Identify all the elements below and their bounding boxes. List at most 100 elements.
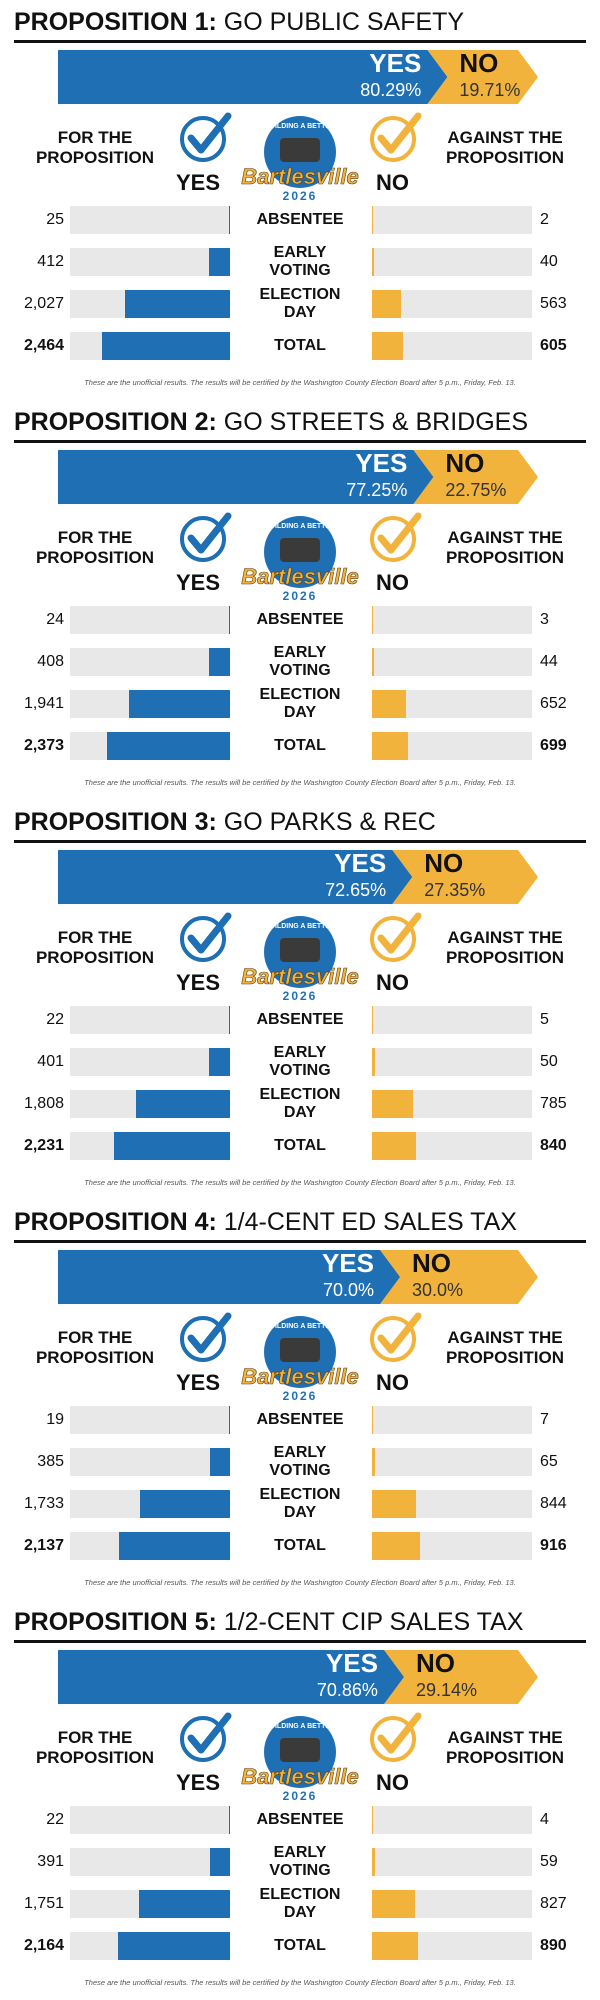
logo-top: BUILDING A BETTER bbox=[265, 523, 335, 530]
check-mark bbox=[187, 1312, 232, 1354]
check-icon bbox=[180, 512, 232, 562]
yes-count: 2,464 bbox=[23, 337, 64, 354]
check-mark bbox=[187, 912, 232, 954]
check-icon bbox=[180, 1712, 232, 1762]
no-share bbox=[427, 50, 538, 104]
no-bar bbox=[372, 1848, 376, 1876]
proposition-name: 1/4-CENT ED SALES TAX bbox=[223, 1208, 517, 1236]
check-circle bbox=[370, 1316, 416, 1362]
yes-count: 2,373 bbox=[23, 737, 64, 754]
no-heading: NO bbox=[376, 1370, 409, 1395]
no-track bbox=[372, 1532, 532, 1560]
no-percent: 22.75% bbox=[445, 480, 506, 500]
check-circle bbox=[370, 1716, 416, 1762]
proposition-panel: PROPOSITION 2: GO STREETS & BRIDGES YES 77… bbox=[0, 400, 600, 800]
no-count: 916 bbox=[540, 1537, 567, 1554]
row-label: TOTAL bbox=[274, 337, 326, 354]
row-label: TOTAL bbox=[274, 1937, 326, 1954]
check-mark bbox=[187, 112, 232, 154]
no-bar bbox=[372, 1132, 416, 1160]
yes-count: 2,027 bbox=[23, 295, 64, 312]
proposition-number: PROPOSITION 5: bbox=[14, 1608, 217, 1636]
yes-share bbox=[58, 1250, 400, 1304]
logo-loader bbox=[280, 538, 320, 562]
no-share bbox=[383, 1650, 538, 1704]
yes-heading: YES bbox=[176, 1370, 221, 1395]
check-mark bbox=[187, 512, 232, 554]
yes-count: 1,941 bbox=[23, 695, 64, 712]
for-label: FOR THE PROPOSITION bbox=[35, 528, 155, 567]
no-track bbox=[372, 290, 532, 318]
yes-count: 22 bbox=[46, 1011, 64, 1028]
logo-loader bbox=[280, 138, 320, 162]
yes-bar bbox=[124, 290, 230, 318]
logo-year: 2026 bbox=[283, 589, 318, 603]
check-circle bbox=[180, 1316, 226, 1362]
check-mark bbox=[377, 112, 422, 154]
yes-count: 1,808 bbox=[23, 1095, 64, 1112]
no-label: NO bbox=[416, 1650, 455, 1678]
no-bar bbox=[372, 1048, 375, 1076]
no-count: 3 bbox=[540, 611, 549, 628]
yes-percent: 80.29% bbox=[360, 80, 421, 100]
yes-label: YES bbox=[369, 50, 421, 78]
proposition-name: GO PUBLIC SAFETY bbox=[223, 8, 465, 36]
no-bar bbox=[372, 690, 406, 718]
no-count: 844 bbox=[540, 1495, 567, 1512]
no-count: 65 bbox=[540, 1453, 558, 1470]
no-track bbox=[372, 332, 532, 360]
check-circle bbox=[180, 1716, 226, 1762]
logo-year: 2026 bbox=[283, 1389, 318, 1403]
no-track bbox=[372, 1932, 532, 1960]
check-icon bbox=[370, 912, 422, 962]
no-track bbox=[372, 1490, 532, 1518]
proposition-title: PROPOSITION 5: 1/2-CENT CIP SALES TAX bbox=[14, 1608, 586, 1643]
no-bar bbox=[372, 1090, 413, 1118]
logo-year: 2026 bbox=[283, 1789, 318, 1803]
no-track bbox=[372, 206, 532, 234]
yes-track bbox=[70, 1806, 230, 1834]
row-label: EARLY VOTING bbox=[269, 1444, 331, 1479]
logo-year: 2026 bbox=[283, 989, 318, 1003]
check-icon bbox=[180, 1312, 232, 1362]
no-count: 4 bbox=[540, 1811, 549, 1828]
check-circle bbox=[180, 116, 226, 162]
no-count: 59 bbox=[540, 1853, 558, 1870]
proposition-title: PROPOSITION 2: GO STREETS & BRIDGES bbox=[14, 408, 586, 443]
yes-percent: 72.65% bbox=[325, 880, 386, 900]
logo-year: 2026 bbox=[283, 189, 318, 203]
yes-track bbox=[70, 1006, 230, 1034]
proposition-title: PROPOSITION 4: 1/4-CENT ED SALES TAX bbox=[14, 1208, 586, 1243]
no-percent: 30.0% bbox=[412, 1280, 463, 1300]
yes-bar bbox=[102, 332, 230, 360]
logo-name: Bartlesville bbox=[241, 964, 358, 989]
yes-track bbox=[70, 1448, 230, 1476]
no-count: 652 bbox=[540, 695, 567, 712]
yes-bar bbox=[106, 732, 230, 760]
yes-share bbox=[58, 50, 448, 104]
yes-label: YES bbox=[355, 450, 407, 478]
yes-count: 1,733 bbox=[23, 1495, 64, 1512]
proposition-number: PROPOSITION 2: bbox=[14, 408, 217, 436]
yes-bar bbox=[228, 1006, 230, 1034]
yes-bar bbox=[139, 1490, 230, 1518]
yes-bar bbox=[209, 1048, 230, 1076]
no-bar bbox=[372, 1890, 415, 1918]
row-label: TOTAL bbox=[274, 1537, 326, 1554]
no-track bbox=[372, 1848, 532, 1876]
no-heading: NO bbox=[376, 170, 409, 195]
yes-share bbox=[58, 850, 413, 904]
check-mark bbox=[377, 512, 422, 554]
yes-count: 19 bbox=[46, 1411, 64, 1428]
no-percent: 27.35% bbox=[424, 880, 485, 900]
no-track bbox=[372, 1890, 532, 1918]
no-bar bbox=[372, 1490, 416, 1518]
no-count: 2 bbox=[540, 211, 549, 228]
yes-count: 25 bbox=[46, 211, 64, 228]
yes-bar bbox=[208, 248, 230, 276]
